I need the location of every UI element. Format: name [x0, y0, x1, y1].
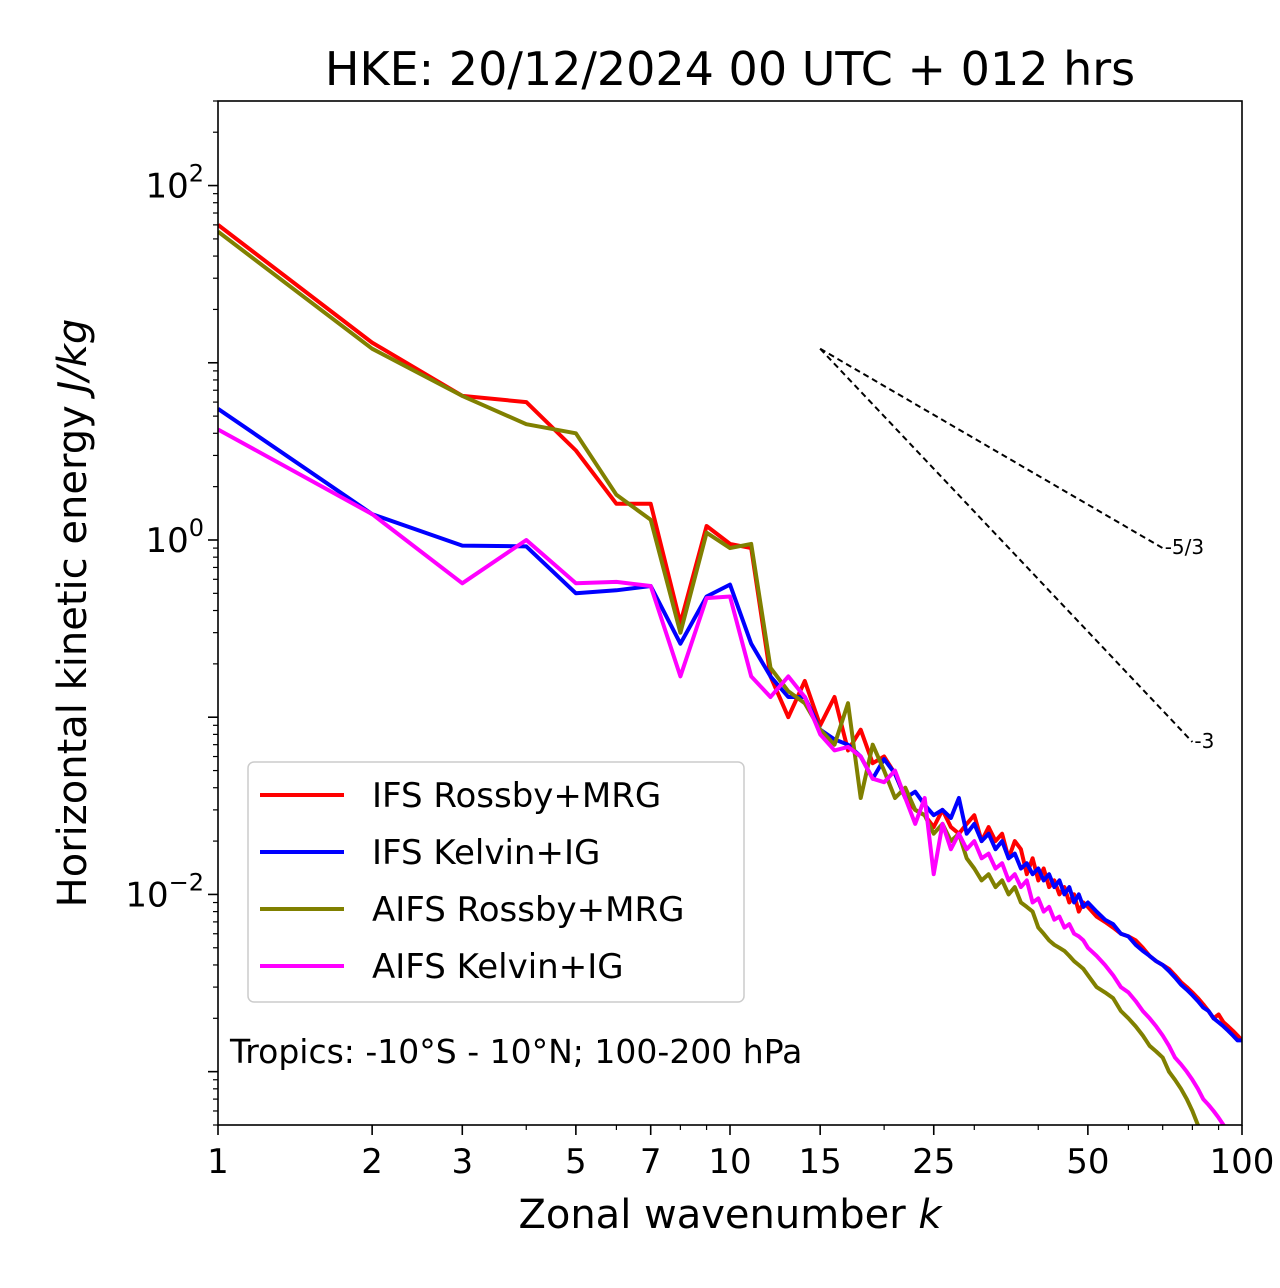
legend-label-1: IFS Rossby+MRG: [372, 776, 661, 816]
x-tick-label: 3: [451, 1142, 473, 1182]
legend: IFS Rossby+MRG IFS Kelvin+IG AIFS Rossby+M…: [247, 761, 745, 1003]
x-tick-label: 7: [640, 1142, 662, 1182]
series-line-3: [218, 230, 1201, 1125]
legend-label-3: AIFS Rossby+MRG: [372, 890, 684, 930]
legend-label-4: AIFS Kelvin+IG: [372, 947, 624, 987]
chart-title: HKE: 20/12/2024 00 UTC + 012 hrs: [325, 42, 1135, 96]
reference-lines: -5/3 -3: [819, 347, 1214, 753]
reference-slope-label-1: -5/3: [1165, 535, 1204, 559]
reference-slope-label-2: -3: [1194, 729, 1214, 753]
y-tick-label: 102: [145, 160, 204, 207]
legend-frame: [247, 761, 745, 1003]
x-axis-label: Zonal wavenumber k: [518, 1192, 943, 1238]
x-tick-label: 1: [207, 1142, 229, 1182]
x-tick-label: 5: [565, 1142, 587, 1182]
legend-label-2: IFS Kelvin+IG: [372, 833, 600, 873]
x-axis: 1 2 3 5 7 10 15 25 50 100: [207, 1125, 1274, 1182]
x-tick-label: 2: [361, 1142, 383, 1182]
series-layer: [218, 223, 1242, 1125]
y-axis-label: Horizontal kinetic energy J/kg: [50, 319, 96, 908]
y-axis: 102 100 10−2: [125, 100, 218, 1126]
x-tick-label: 10: [708, 1142, 751, 1182]
y-tick-label: 10−2: [125, 868, 204, 915]
x-tick-label: 50: [1066, 1142, 1109, 1182]
region-annotation: Tropics: -10°S - 10°N; 100-200 hPa: [229, 1032, 802, 1071]
x-tick-label: 100: [1210, 1142, 1275, 1182]
x-tick-label: 25: [912, 1142, 955, 1182]
series-line-4: [218, 427, 1226, 1125]
y-tick-label: 100: [145, 514, 204, 561]
reference-slope-line-1: [819, 347, 1164, 549]
reference-slope-line-2: [819, 348, 1194, 743]
x-tick-label: 15: [799, 1142, 842, 1182]
